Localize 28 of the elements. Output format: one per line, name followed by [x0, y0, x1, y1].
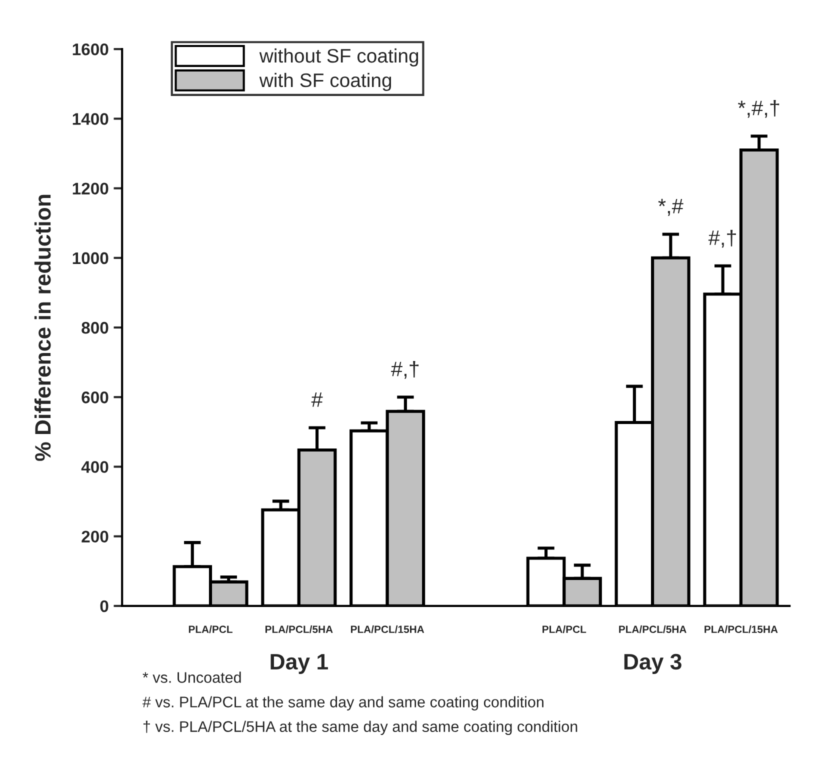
- annotation: *,#: [658, 198, 684, 216]
- y-tick-label: 0: [100, 600, 108, 612]
- y-tick-label: 1000: [72, 252, 108, 264]
- legend-label: with SF coating: [259, 72, 392, 92]
- legend-label: without SF coating: [259, 48, 418, 67]
- y-tick-label: 200: [82, 530, 108, 543]
- text: * vs. Uncoated: [142, 672, 241, 683]
- y-tick-label: 600: [82, 392, 108, 404]
- x-tick-label: PLA/PCL: [542, 625, 586, 634]
- x-tick-label: PLA/PCL/5HA: [619, 625, 686, 634]
- text: Day 1: [270, 654, 328, 674]
- annotation: #: [311, 392, 323, 407]
- x-tick-label: PLA/PCL: [188, 625, 232, 634]
- annotation: #,†: [391, 361, 419, 379]
- annotation: #,†: [708, 230, 736, 248]
- x-tick-label: PLA/PCL/15HA: [350, 625, 424, 634]
- y-tick-label: 400: [81, 461, 108, 473]
- annotation: *,#,†: [738, 100, 780, 118]
- x-tick-label: PLA/PCL/15HA: [704, 625, 778, 634]
- x-tick-label: PLA/PCL/5HA: [265, 625, 333, 634]
- y-tick-label: 1400: [72, 113, 108, 125]
- text: † vs. PLA/PCL/5HA at the same day and same coating condition: [143, 720, 578, 736]
- y-tick-label: 1200: [72, 182, 108, 194]
- y-axis-title: % Difference in reduction: [34, 194, 51, 461]
- y-tick-label: 800: [82, 322, 108, 334]
- text: # vs. PLA/PCL at the same day and same coating condition: [142, 696, 544, 710]
- y-tick-label: 1600: [72, 43, 108, 56]
- text: Day 3: [624, 654, 682, 674]
